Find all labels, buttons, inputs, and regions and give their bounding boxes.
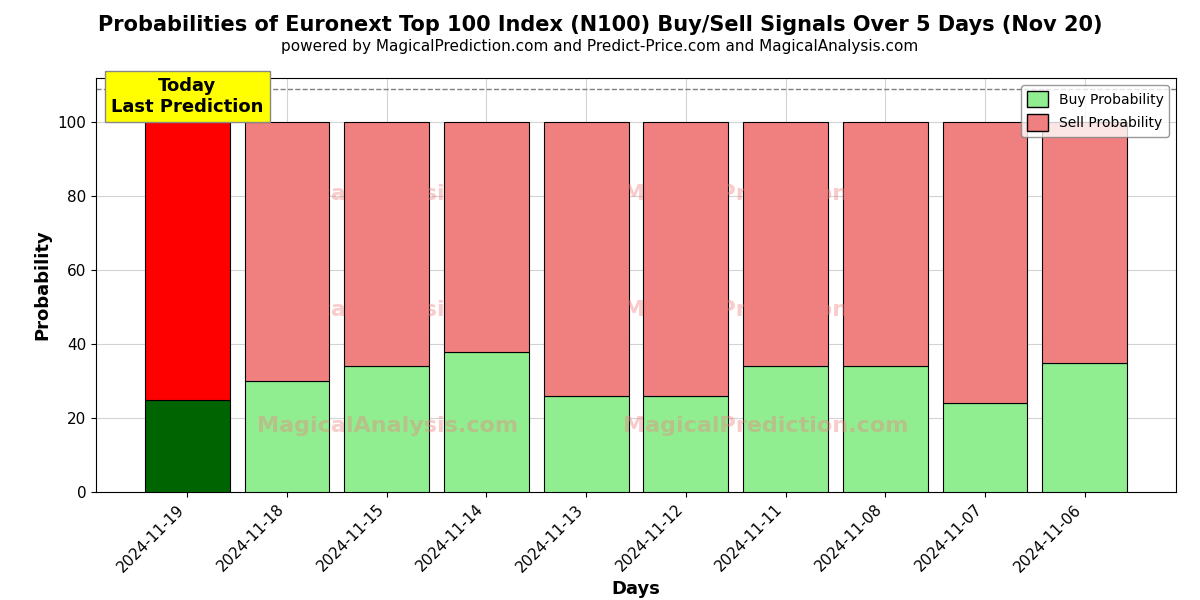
Y-axis label: Probability: Probability: [34, 230, 52, 340]
Bar: [344, 122, 430, 367]
Bar: [643, 396, 728, 492]
Bar: [544, 396, 629, 492]
Bar: [344, 367, 430, 492]
X-axis label: Days: Days: [612, 580, 660, 598]
Bar: [743, 367, 828, 492]
Bar: [743, 122, 828, 367]
Bar: [1042, 122, 1127, 362]
Text: Today
Last Prediction: Today Last Prediction: [112, 77, 264, 116]
Text: MagicalPrediction.com: MagicalPrediction.com: [623, 300, 908, 320]
Bar: [145, 400, 230, 492]
Text: MagicalAnalysis.com: MagicalAnalysis.com: [257, 416, 518, 436]
Bar: [1042, 362, 1127, 492]
Bar: [942, 122, 1027, 403]
Legend: Buy Probability, Sell Probability: Buy Probability, Sell Probability: [1021, 85, 1169, 137]
Text: MagicalPrediction.com: MagicalPrediction.com: [623, 416, 908, 436]
Text: MagicalAnalysis.com: MagicalAnalysis.com: [257, 184, 518, 204]
Bar: [444, 352, 529, 492]
Bar: [245, 381, 330, 492]
Text: powered by MagicalPrediction.com and Predict-Price.com and MagicalAnalysis.com: powered by MagicalPrediction.com and Pre…: [281, 39, 919, 54]
Bar: [245, 122, 330, 381]
Bar: [145, 122, 230, 400]
Bar: [842, 122, 928, 367]
Bar: [544, 122, 629, 396]
Bar: [942, 403, 1027, 492]
Text: MagicalPrediction.com: MagicalPrediction.com: [623, 184, 908, 204]
Bar: [643, 122, 728, 396]
Text: Probabilities of Euronext Top 100 Index (N100) Buy/Sell Signals Over 5 Days (Nov: Probabilities of Euronext Top 100 Index …: [97, 15, 1103, 35]
Text: MagicalAnalysis.com: MagicalAnalysis.com: [257, 300, 518, 320]
Bar: [842, 367, 928, 492]
Bar: [444, 122, 529, 352]
